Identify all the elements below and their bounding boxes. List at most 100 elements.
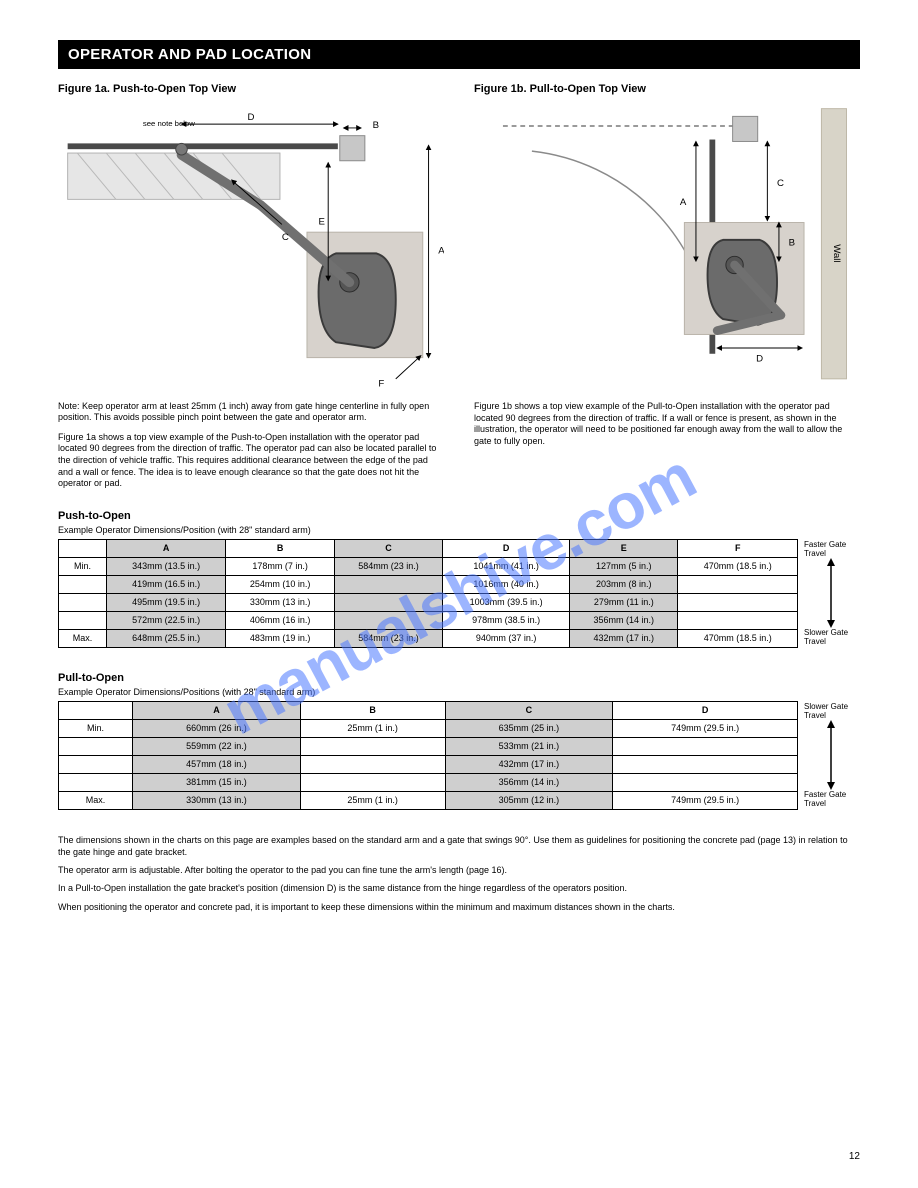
pull-table-subtitle: Example Operator Dimensions/Positions (w… — [58, 687, 860, 697]
table-cell: 470mm (18.5 in.) — [678, 629, 798, 647]
table-header: A — [133, 701, 301, 719]
table-cell — [300, 755, 445, 773]
push-arrow-top-label: Faster Gate Travel — [804, 540, 858, 558]
table-cell: 660mm (26 in.) — [133, 719, 301, 737]
table-cell: 635mm (25 in.) — [445, 719, 613, 737]
table-header: F — [678, 539, 798, 557]
table-header: A — [106, 539, 225, 557]
figure-1a-note: Note: Keep operator arm at least 25mm (1… — [58, 401, 444, 424]
figure-1a-svg: D B E A C F see note below — [58, 99, 444, 389]
table-cell: 533mm (21 in.) — [445, 737, 613, 755]
table-cell: 381mm (15 in.) — [133, 773, 301, 791]
table-cell: 495mm (19.5 in.) — [106, 593, 225, 611]
table-cell: Min. — [59, 557, 107, 575]
table-cell — [59, 593, 107, 611]
table-cell: 279mm (11 in.) — [570, 593, 678, 611]
table-cell: 25mm (1 in.) — [300, 719, 445, 737]
table-row: Max.648mm (25.5 in.)483mm (19 in.)584mm … — [59, 629, 798, 647]
table-cell: 432mm (17 in.) — [570, 629, 678, 647]
table-cell — [59, 755, 133, 773]
tail-line-1: The dimensions shown in the charts on th… — [58, 834, 860, 858]
figure-1a-drawing: D B E A C F see note below — [58, 99, 444, 399]
table-cell: 432mm (17 in.) — [445, 755, 613, 773]
figure-1a: Figure 1a. Push-to-Open Top View — [58, 83, 444, 490]
table-cell: Min. — [59, 719, 133, 737]
dim-C-b: C — [777, 178, 784, 189]
table-cell — [613, 773, 798, 791]
pull-arrow-col: Slower Gate Travel Faster Gate Travel — [804, 702, 858, 808]
table-cell: 483mm (19 in.) — [226, 629, 334, 647]
tail-line-3: In a Pull-to-Open installation the gate … — [58, 882, 860, 894]
table-cell: 559mm (22 in.) — [133, 737, 301, 755]
figure-1b: Figure 1b. Pull-to-Open Top View Wall — [474, 83, 860, 490]
table-cell — [59, 737, 133, 755]
double-arrow-icon — [824, 720, 838, 790]
hinge-post — [340, 136, 365, 161]
table-cell — [334, 593, 442, 611]
push-arrow-bot-label: Slower Gate Travel — [804, 628, 858, 646]
table-header: C — [445, 701, 613, 719]
table-row: 495mm (19.5 in.)330mm (13 in.)1003mm (39… — [59, 593, 798, 611]
table-row: 457mm (18 in.) 432mm (17 in.) — [59, 755, 798, 773]
dim-A: A — [438, 245, 444, 256]
dim-D: D — [248, 112, 255, 123]
table-cell: 406mm (16 in.) — [226, 611, 334, 629]
table-row: Max.330mm (13 in.)25mm (1 in.)305mm (12 … — [59, 791, 798, 809]
push-arrow-col: Faster Gate Travel Slower Gate Travel — [804, 540, 858, 646]
dim-A-b: A — [680, 197, 687, 208]
tail-line-4: When positioning the operator and concre… — [58, 901, 860, 913]
table-cell: 356mm (14 in.) — [570, 611, 678, 629]
table-row: Min.660mm (26 in.)25mm (1 in.)635mm (25 … — [59, 719, 798, 737]
table-header: B — [300, 701, 445, 719]
table-cell: 356mm (14 in.) — [445, 773, 613, 791]
table-cell: 1041mm (41 in.) — [443, 557, 570, 575]
table-cell: Max. — [59, 629, 107, 647]
dim-B-b: B — [789, 238, 795, 249]
table-cell: 457mm (18 in.) — [133, 755, 301, 773]
push-table-title: Push-to-Open — [58, 510, 860, 522]
pull-arrow-bot-label: Faster Gate Travel — [804, 790, 858, 808]
figure-1b-caption: Figure 1b. Pull-to-Open Top View — [474, 83, 860, 95]
table-cell: 419mm (16.5 in.) — [106, 575, 225, 593]
section-title-bar: OPERATOR AND PAD LOCATION — [58, 40, 860, 69]
pull-arrow-top-label: Slower Gate Travel — [804, 702, 858, 720]
table-cell — [59, 575, 107, 593]
table-header — [59, 539, 107, 557]
table-row: 572mm (22.5 in.)406mm (16 in.)978mm (38.… — [59, 611, 798, 629]
double-arrow-icon — [824, 558, 838, 628]
table-cell: 127mm (5 in.) — [570, 557, 678, 575]
table-header: C — [334, 539, 442, 557]
push-table-subtitle: Example Operator Dimensions/Position (wi… — [58, 525, 860, 535]
table-cell — [678, 611, 798, 629]
dim-F: F — [378, 379, 384, 389]
table-header: D — [443, 539, 570, 557]
table-cell: 25mm (1 in.) — [300, 791, 445, 809]
table-cell — [678, 575, 798, 593]
figure-row: Figure 1a. Push-to-Open Top View — [58, 83, 860, 490]
table-cell — [678, 593, 798, 611]
table-cell — [334, 611, 442, 629]
pull-table-title: Pull-to-Open — [58, 672, 860, 684]
table-cell: 584mm (23 in.) — [334, 557, 442, 575]
table-header: E — [570, 539, 678, 557]
dim-D-b: D — [756, 353, 763, 364]
table-row: 381mm (15 in.) 356mm (14 in.) — [59, 773, 798, 791]
table-cell — [59, 773, 133, 791]
table-cell — [300, 737, 445, 755]
gate-bracket — [176, 143, 188, 155]
table-cell: 1003mm (39.5 in.) — [443, 593, 570, 611]
hinge-post-b — [733, 116, 758, 141]
dim-E: E — [319, 216, 325, 227]
table-cell — [59, 611, 107, 629]
table-cell — [334, 575, 442, 593]
table-cell — [613, 737, 798, 755]
table-cell: 749mm (29.5 in.) — [613, 791, 798, 809]
push-table-block: Push-to-Open Example Operator Dimensions… — [58, 510, 860, 648]
figure-1a-caption: Figure 1a. Push-to-Open Top View — [58, 83, 444, 95]
tables-section: Push-to-Open Example Operator Dimensions… — [58, 510, 860, 913]
tail-notes: The dimensions shown in the charts on th… — [58, 834, 860, 913]
table-header — [59, 701, 133, 719]
table-row: 419mm (16.5 in.)254mm (10 in.)1016mm (40… — [59, 575, 798, 593]
table-row: 559mm (22 in.) 533mm (21 in.) — [59, 737, 798, 755]
pull-table: ABCD Min.660mm (26 in.)25mm (1 in.)635mm… — [58, 701, 798, 810]
